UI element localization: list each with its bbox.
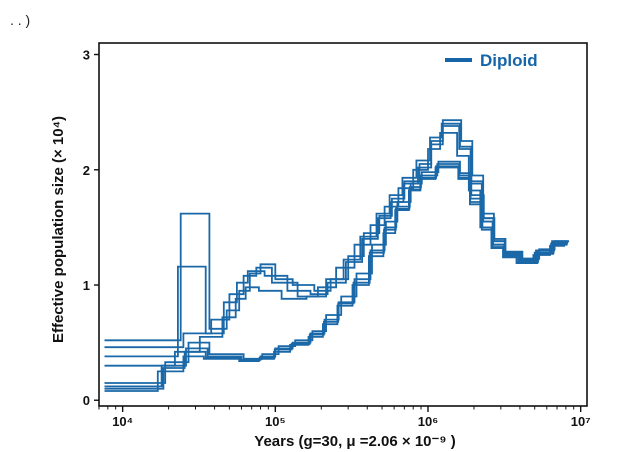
y-tick-label: 3 (83, 48, 90, 63)
series-line-1 (104, 119, 568, 342)
series-line-7 (104, 160, 570, 384)
x-tick-label: 10⁵ (265, 414, 286, 429)
series-layer (104, 119, 570, 392)
x-axis-title: Years (g=30, μ =2.06 × 10⁻⁹ ) (254, 433, 455, 450)
y-tick-label: 2 (83, 163, 90, 178)
y-tick-label: 1 (83, 278, 90, 293)
y-tick-label: 0 (83, 393, 90, 408)
y-axis-ticks: 0 1 2 3 (83, 48, 99, 408)
series-line-8 (104, 165, 568, 390)
x-tick-label: 10⁴ (112, 414, 133, 429)
series-line-3 (104, 131, 566, 349)
corner-mark: . . ) (10, 12, 31, 28)
x-axis-ticks: 10⁴ 10⁵ 10⁶ 10⁷ (98, 406, 591, 429)
legend-label-diploid: Diploid (480, 51, 538, 70)
x-tick-label: 10⁷ (571, 414, 591, 429)
plot-frame (98, 42, 588, 407)
legend: Diploid (445, 51, 538, 70)
x-tick-label: 10⁶ (418, 414, 438, 429)
y-axis-title: Effective population size (× 10⁴) (50, 116, 67, 343)
